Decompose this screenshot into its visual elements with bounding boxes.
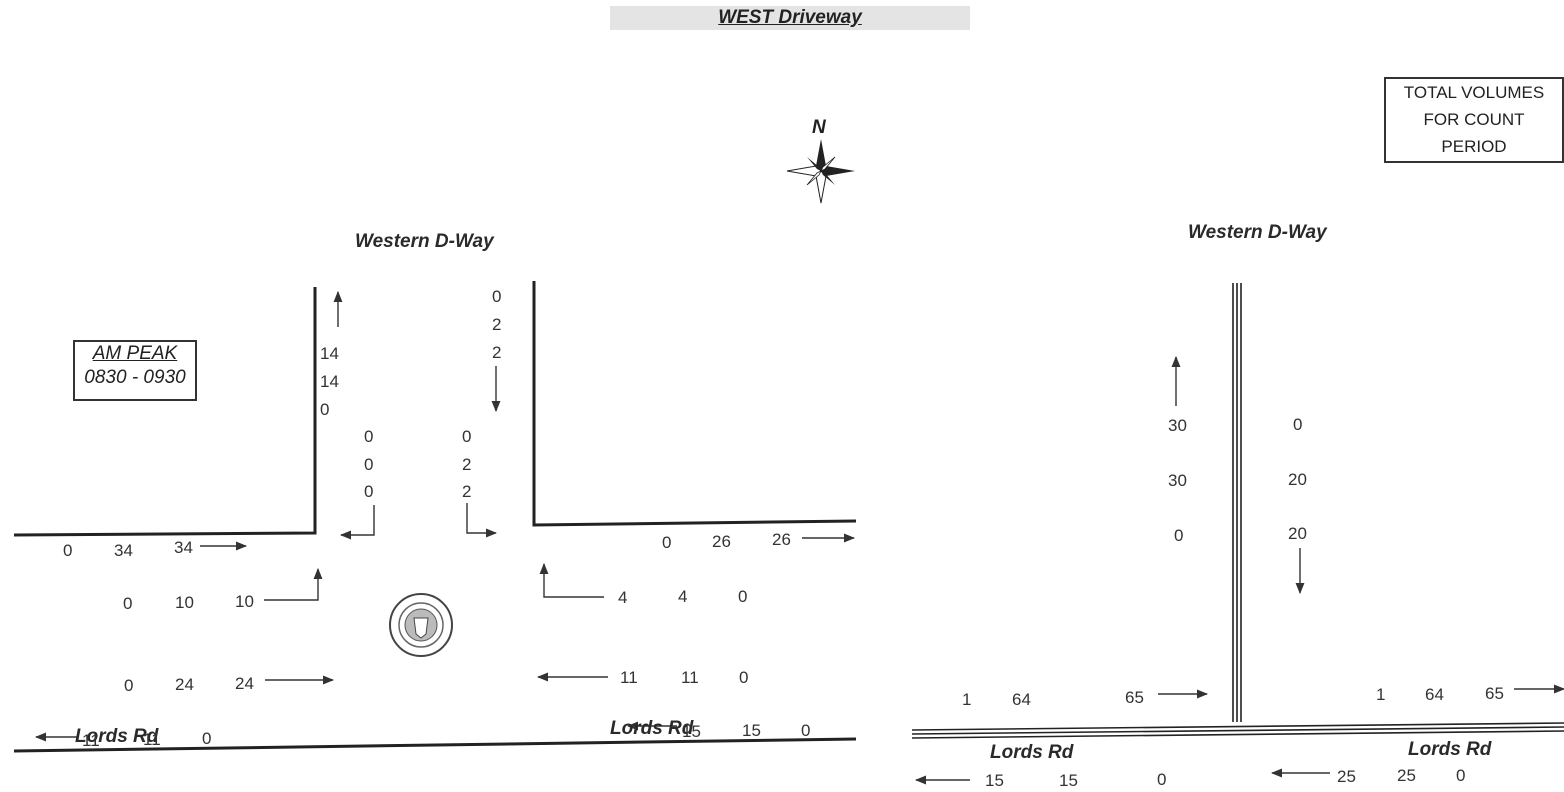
volume-value: 2 (492, 343, 502, 362)
volume-value: 0 (1456, 766, 1466, 785)
volume-value: 64 (1425, 685, 1444, 704)
volume-value: 20 (1288, 470, 1307, 489)
volume-value: 24 (235, 674, 254, 693)
volume-value: 0 (1157, 770, 1167, 789)
road-edge-south (13, 737, 857, 753)
volume-value: 15 (682, 722, 701, 741)
volume-value: 15 (1059, 771, 1078, 790)
volume-value: 0 (202, 729, 212, 748)
volume-value: 34 (174, 538, 193, 557)
volume-value: 30 (1168, 471, 1187, 490)
north-label: N (812, 117, 826, 138)
arrow-sb-right (466, 503, 498, 538)
volume-value: 0 (492, 287, 502, 306)
am-peak-box: AM PEAK 0830 - 0930 (73, 340, 197, 401)
arrow-nb-right (264, 567, 323, 601)
volume-value: 0 (662, 533, 672, 552)
volume-value: 0 (63, 541, 73, 560)
volume-value: 0 (123, 594, 133, 613)
page-title: WEST Driveway (610, 6, 970, 30)
arrow-nb-left (539, 562, 604, 598)
volume-value: 26 (712, 532, 731, 551)
volume-value: 1 (1376, 685, 1386, 704)
volume-value: 0 (1293, 415, 1303, 434)
road-label-south-left-right: Lords Rd (990, 742, 1074, 763)
volume-value: 0 (364, 427, 374, 446)
volume-value: 24 (175, 675, 194, 694)
volume-value: 11 (82, 731, 100, 750)
volume-value: 4 (618, 588, 628, 607)
volume-value: 64 (1012, 690, 1031, 709)
volume-value: 15 (742, 721, 761, 740)
volume-value: 0 (124, 676, 134, 695)
am-peak-label: AM PEAK (92, 343, 178, 364)
total-box-line: FOR COUNT (1423, 110, 1525, 129)
volume-value: 0 (1174, 526, 1184, 545)
volume-value: 11 (143, 730, 161, 749)
total-box-line: PERIOD (1441, 137, 1507, 156)
road-label-south-right-right: Lords Rd (1408, 739, 1492, 760)
volume-value: 11 (681, 668, 699, 687)
volume-value: 14 (320, 372, 339, 391)
volume-value: 10 (235, 592, 254, 611)
volume-value: 25 (1337, 767, 1356, 786)
volume-value: 11 (620, 668, 638, 687)
volume-value: 2 (462, 455, 472, 474)
volume-value: 0 (462, 427, 472, 446)
volume-value: 0 (364, 455, 374, 474)
volume-value: 0 (738, 587, 748, 606)
volume-value: 2 (492, 315, 502, 334)
total-box-line: TOTAL VOLUMES (1403, 83, 1545, 102)
volume-value: 26 (772, 530, 791, 549)
volume-value: 2 (462, 482, 472, 501)
volume-value: 14 (320, 344, 339, 363)
volume-value: 0 (364, 482, 374, 501)
volume-value: 10 (175, 593, 194, 612)
volume-value: 15 (985, 771, 1004, 790)
road-label-north-right: Western D-Way (1188, 222, 1327, 243)
road-label-south-right: Lords Rd (610, 718, 694, 739)
volume-value: 65 (1485, 684, 1504, 703)
am-peak-time: 0830 - 0930 (84, 367, 186, 388)
volume-value: 0 (801, 721, 811, 740)
volume-value: 1 (962, 690, 972, 709)
volume-value: 0 (320, 400, 330, 419)
volume-value: 0 (739, 668, 749, 687)
road-label-south-left: Lords Rd (75, 726, 159, 747)
volume-value: 65 (1125, 688, 1144, 707)
compass-icon (786, 139, 855, 204)
volume-value: 34 (114, 541, 133, 560)
road-label-north: Western D-Way (355, 231, 494, 252)
seal-icon (389, 593, 453, 657)
volume-value: 25 (1397, 766, 1416, 785)
total-volumes-box: TOTAL VOLUMES FOR COUNT PERIOD (1384, 77, 1564, 163)
road-edge-northeast (532, 281, 857, 527)
volume-value: 4 (678, 587, 688, 606)
volume-value: 30 (1168, 416, 1187, 435)
arrow-sb-left (339, 505, 375, 540)
road-edge-northwest (13, 287, 317, 537)
volume-value: 20 (1288, 524, 1307, 543)
